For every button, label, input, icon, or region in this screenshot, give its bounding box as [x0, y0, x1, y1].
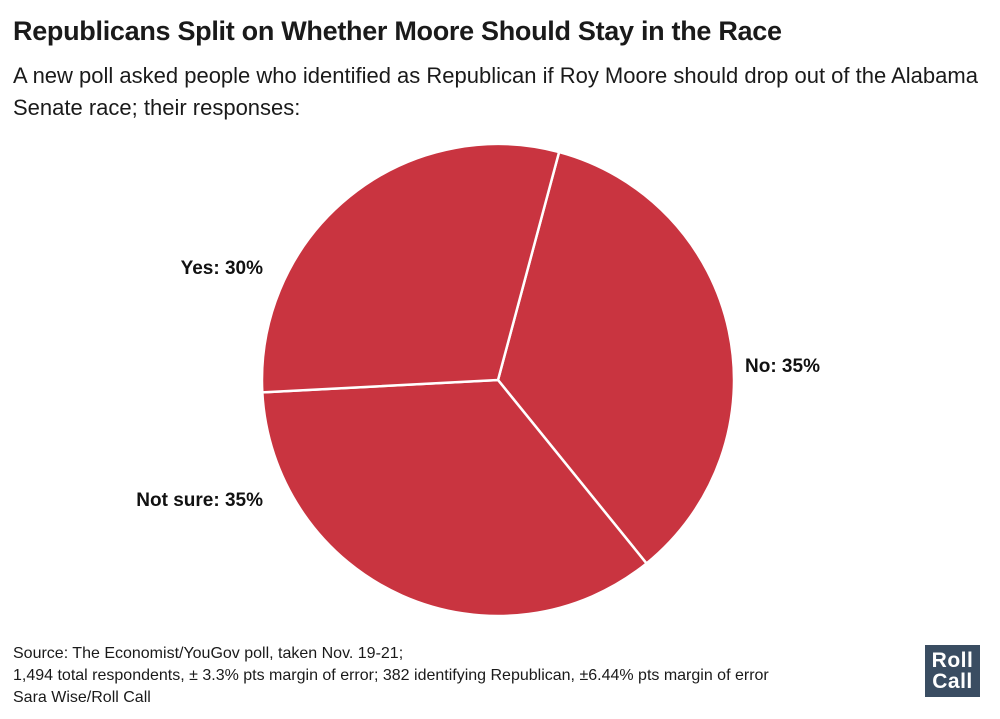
pie-labels: No: 35% Not sure: 35% Yes: 30%: [136, 258, 820, 511]
footer: Source: The Economist/YouGov poll, taken…: [13, 643, 769, 709]
pie-slices: [260, 142, 736, 618]
chart-subtitle: A new poll asked people who identified a…: [13, 63, 978, 120]
slice-label-not-sure: Not sure: 35%: [136, 490, 263, 511]
slice-label-yes: Yes: 30%: [181, 258, 263, 279]
roll-call-logo: Roll Call: [925, 645, 980, 697]
source-note: Source: The Economist/YouGov poll, taken…: [13, 645, 404, 662]
pie-slice-yes: [260, 142, 561, 394]
pie-slice-not-sure: [261, 378, 648, 618]
logo-line-2: Call: [932, 670, 973, 693]
logo-line-1: Roll: [931, 649, 974, 672]
pie-slice-no: [496, 150, 736, 565]
slice-label-no: No: 35%: [745, 356, 820, 377]
chart-title: Republicans Split on Whether Moore Shoul…: [13, 16, 782, 46]
credit-note: Sara Wise/Roll Call: [13, 689, 151, 706]
sample-note: 1,494 total respondents, ± 3.3% pts marg…: [13, 667, 769, 684]
